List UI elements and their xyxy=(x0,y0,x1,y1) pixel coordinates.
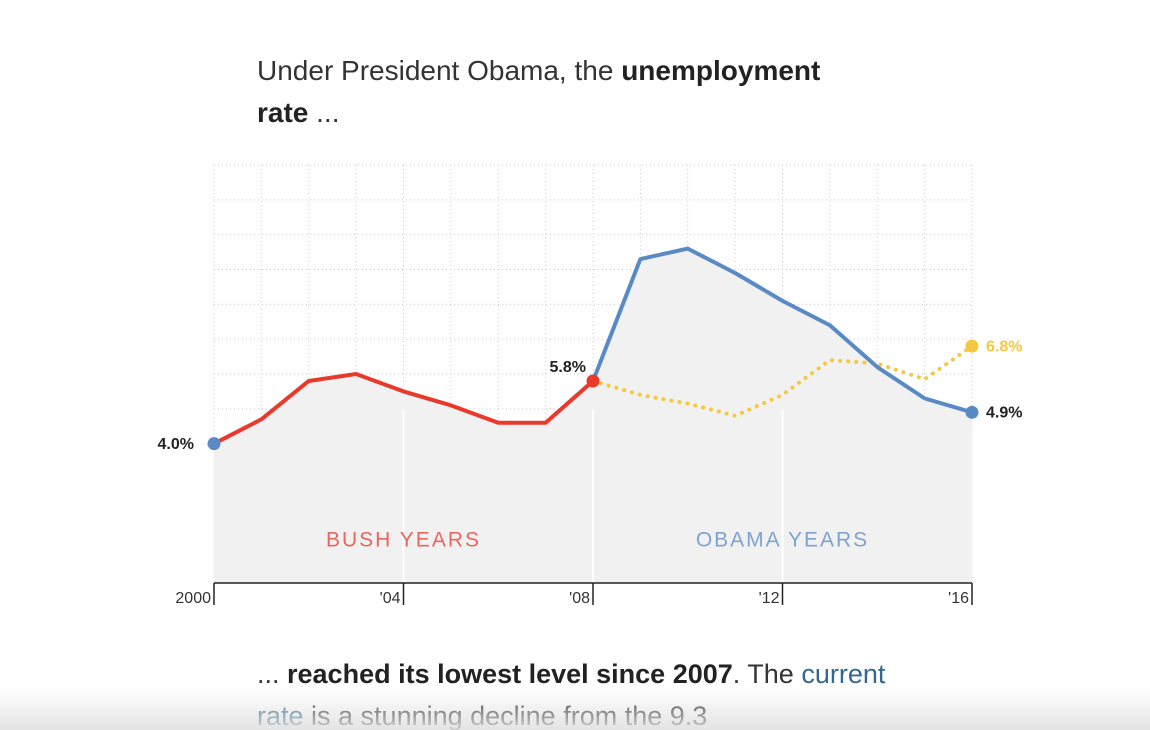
body-bold: reached its lowest level since 2007 xyxy=(287,659,733,689)
value-label: 4.9% xyxy=(986,405,1022,422)
x-tick-label: '04 xyxy=(380,590,401,607)
x-tick-label: '16 xyxy=(948,590,969,607)
body-lead: ... xyxy=(257,659,288,689)
annotation: BUSH YEARS xyxy=(326,529,481,552)
x-tick-label: '08 xyxy=(569,590,590,607)
x-tick-label: '12 xyxy=(759,590,780,607)
value-label: 4.0% xyxy=(158,436,194,453)
body-tail: is a stunning decline from the 9.3 xyxy=(303,701,708,730)
lede: Under President Obama, the unemployment … xyxy=(257,50,857,134)
point-marker xyxy=(965,339,979,353)
point-marker xyxy=(965,405,979,419)
body-mid: . The xyxy=(732,659,802,689)
point-marker xyxy=(207,437,221,451)
series-line xyxy=(591,246,974,415)
annotation: OBAMA YEARS xyxy=(696,529,869,552)
lede-tail: ... xyxy=(308,97,340,128)
lede-bold: unemployment rate xyxy=(257,55,821,128)
x-tick-label: 2000 xyxy=(175,590,211,607)
lede-text: Under President Obama, the xyxy=(257,55,622,86)
series-line xyxy=(591,344,974,418)
body-text: ... reached its lowest level since 2007.… xyxy=(257,653,897,730)
value-label: 6.8% xyxy=(986,338,1022,355)
point-marker xyxy=(586,374,600,388)
value-label: 5.8% xyxy=(550,359,586,376)
series-line xyxy=(212,372,595,446)
